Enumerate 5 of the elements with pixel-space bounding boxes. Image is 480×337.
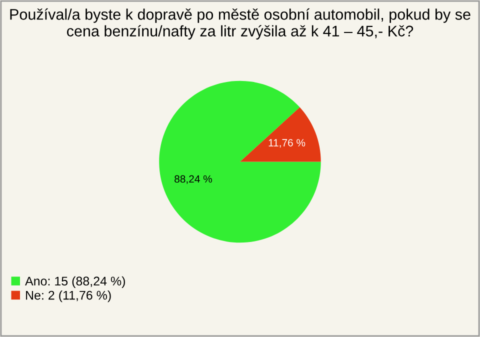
legend-label: Ano: 15 (88,24 %) [25,276,125,288]
chart-title: Používal/a byste k dopravě po městě osobní automobil, pokud by se cena benzínu/nafty za litr zvýšila až k 41 – 45,- Kč? [10,8,470,40]
data-label: 88,24 % [174,175,212,184]
data-label: 11,76 % [268,139,306,148]
legend-label: Ne: 2 (11,76 %) [26,290,111,302]
